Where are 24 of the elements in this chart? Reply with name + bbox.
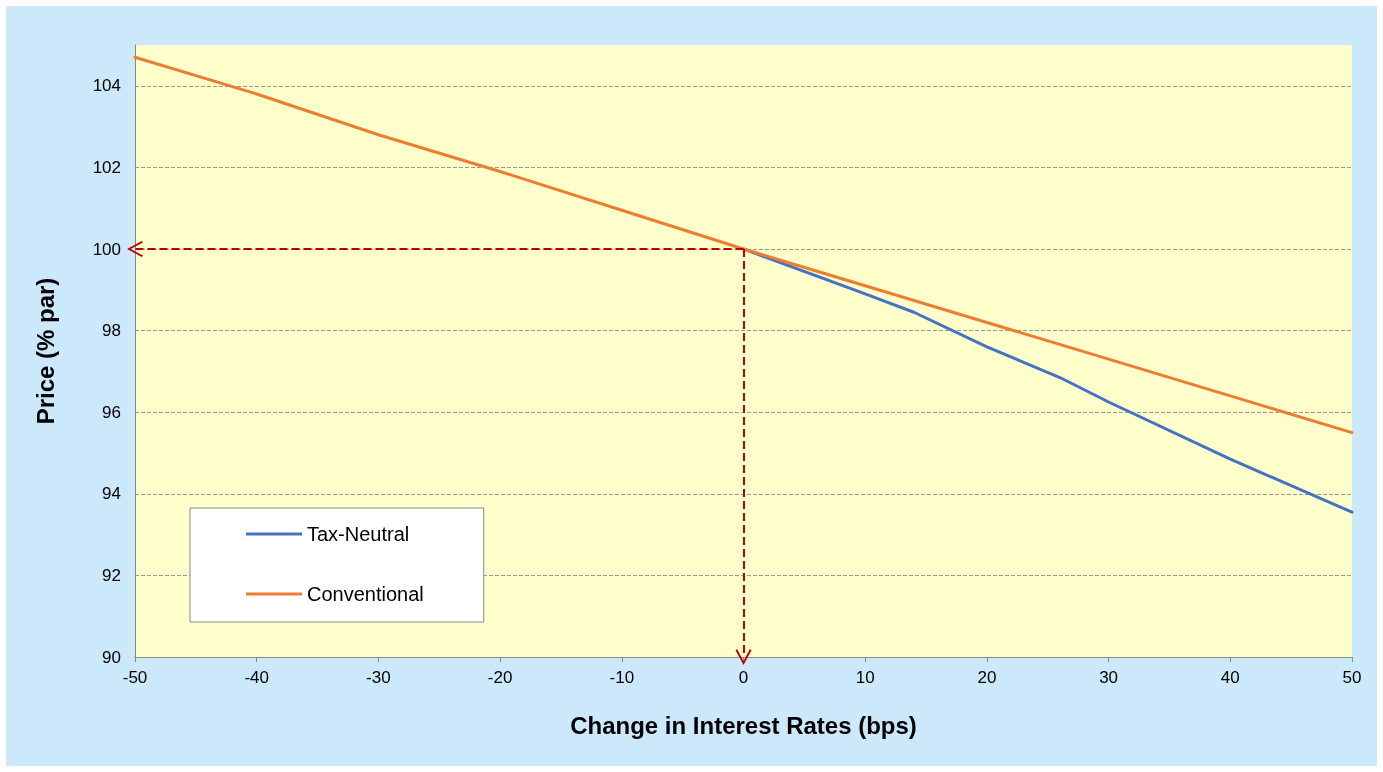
legend-label: Conventional — [307, 583, 424, 605]
x-tick-label: -40 — [244, 668, 269, 687]
x-tick-label: 40 — [1220, 668, 1240, 687]
x-tick-label: 50 — [1342, 668, 1362, 687]
x-tick-label: -10 — [609, 668, 635, 687]
line-series — [133, 55, 1354, 435]
y-tick-label: 96 — [102, 402, 121, 422]
legend-label: Tax-Neutral — [307, 523, 410, 545]
y-tick-label: 92 — [102, 565, 121, 585]
y-tick-label: 102 — [92, 157, 121, 177]
x-tick-label: 30 — [1099, 668, 1119, 687]
y-tick-label: 90 — [102, 647, 121, 667]
x-tick-label: -20 — [487, 668, 513, 687]
x-tick-label: -50 — [122, 668, 148, 687]
x-tick-label: 20 — [977, 668, 997, 687]
x-tick-label: 0 — [738, 668, 749, 687]
y-tick-label: 98 — [102, 321, 121, 341]
x-axis-title: Change in Interest Rates (bps) — [570, 711, 917, 739]
y-tick-label: 104 — [92, 76, 121, 96]
x-tick-label: 10 — [855, 668, 875, 687]
y-tick-label: 100 — [92, 239, 121, 259]
y-axis-title: Price (% par) — [31, 277, 59, 425]
y-tick-label: 94 — [102, 484, 121, 504]
x-tick-label: -30 — [366, 668, 391, 687]
